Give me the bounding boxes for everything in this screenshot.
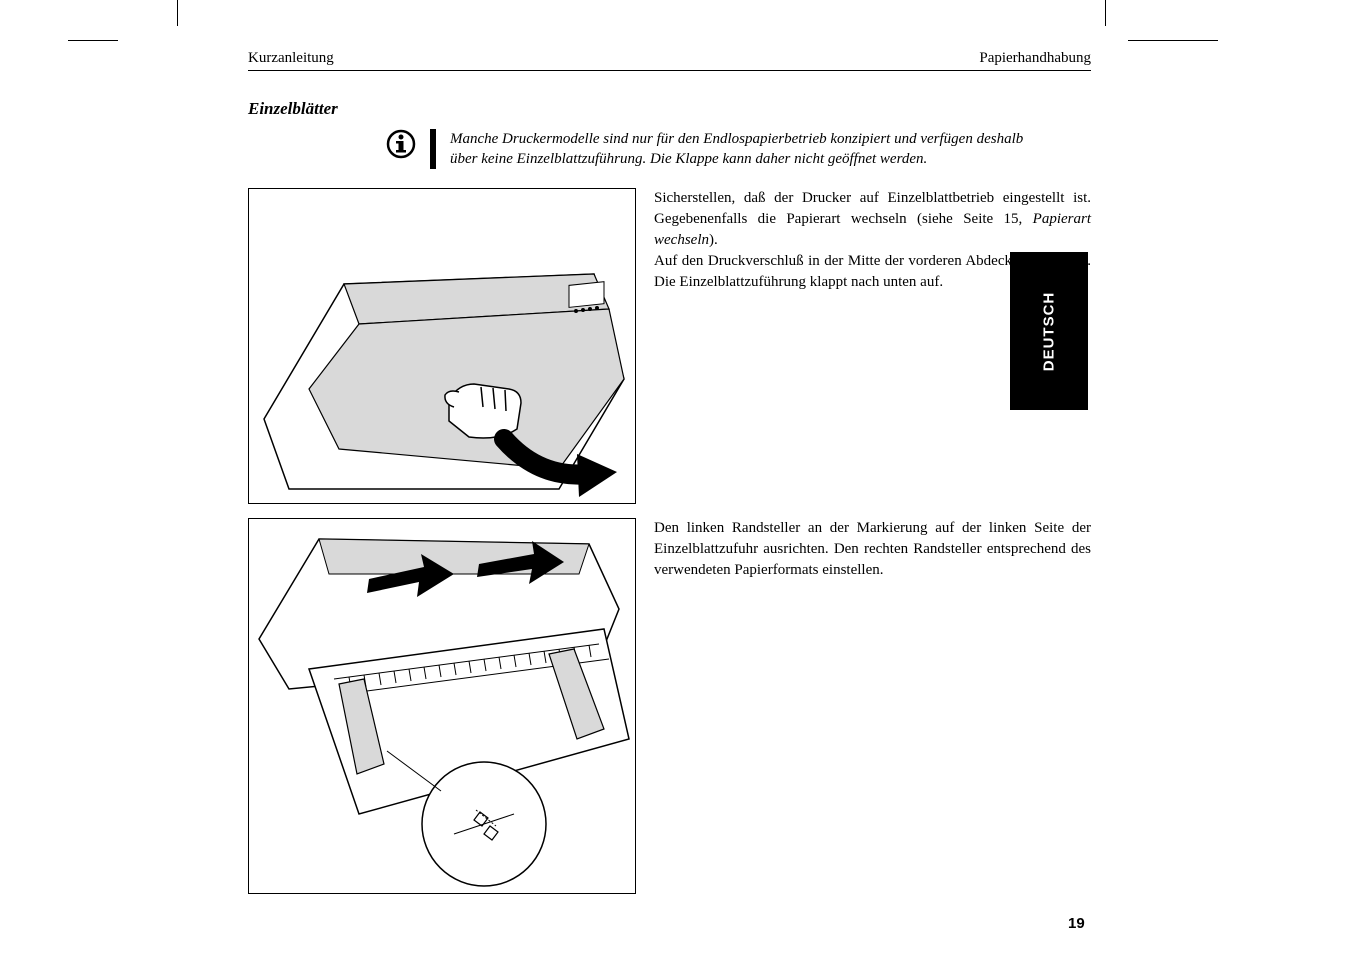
crop-mark [1105, 0, 1106, 26]
section-title: Einzelblätter [248, 99, 1091, 119]
header-left: Kurzanleitung [248, 50, 334, 67]
step-2-text: Den linken Randsteller an der Markierung… [654, 518, 1091, 581]
info-bar [430, 129, 436, 169]
info-icon [386, 129, 416, 159]
step1-line1a: Sicherstellen, daß der Drucker auf Einze… [654, 190, 1091, 227]
step-2: Den linken Randsteller an der Markierung… [248, 518, 1091, 894]
info-note-text: Manche Druckermodelle sind nur für den E… [450, 129, 1030, 170]
info-note-block: Manche Druckermodelle sind nur für den E… [386, 129, 1091, 170]
header-right: Papierhandhabung [979, 50, 1091, 67]
language-tab-label: DEUTSCH [1041, 291, 1058, 371]
language-tab: DEUTSCH [1010, 252, 1088, 410]
step1-line1b: ). [709, 232, 718, 248]
crop-mark [68, 40, 118, 41]
figure-2 [248, 518, 636, 894]
figure-1 [248, 188, 636, 504]
step-1: Sicherstellen, daß der Drucker auf Einze… [248, 188, 1091, 504]
crop-mark [177, 0, 178, 26]
crop-mark [1128, 40, 1218, 41]
page-number: 19 [1068, 915, 1085, 932]
page-content: Kurzanleitung Papierhandhabung Einzelblä… [248, 50, 1091, 908]
running-header: Kurzanleitung Papierhandhabung [248, 50, 1091, 71]
